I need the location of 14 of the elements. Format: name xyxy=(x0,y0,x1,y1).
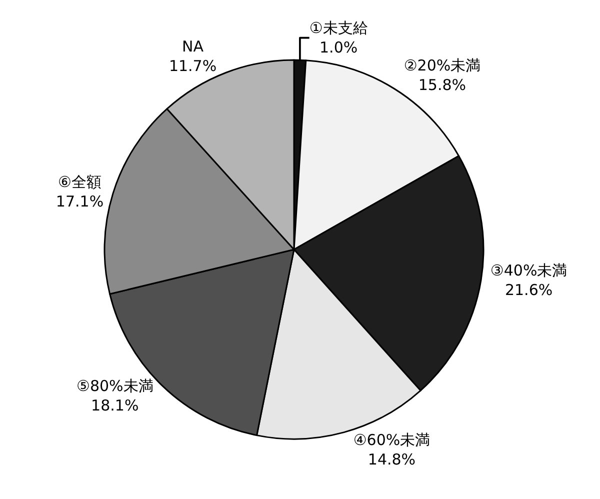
data-label: 15.8% xyxy=(418,76,466,94)
slice-label: ⑥全額 xyxy=(58,173,102,192)
slice-label: ②20%未満 xyxy=(404,56,481,75)
slice-label: ③40%未満 xyxy=(490,262,568,280)
data-label: 1.0% xyxy=(319,38,358,57)
data-label: 18.1% xyxy=(91,396,139,415)
data-label: 17.1% xyxy=(56,192,104,211)
data-label: 21.6% xyxy=(504,281,553,300)
data-label: 14.8% xyxy=(368,450,416,468)
slice-label: ①未支給 xyxy=(309,19,368,38)
slice-label: ④60%未満 xyxy=(353,430,430,449)
slice-label: ⑤80%未満 xyxy=(76,377,154,396)
slice-label: NA xyxy=(182,38,204,56)
data-label: 11.7% xyxy=(168,57,217,76)
